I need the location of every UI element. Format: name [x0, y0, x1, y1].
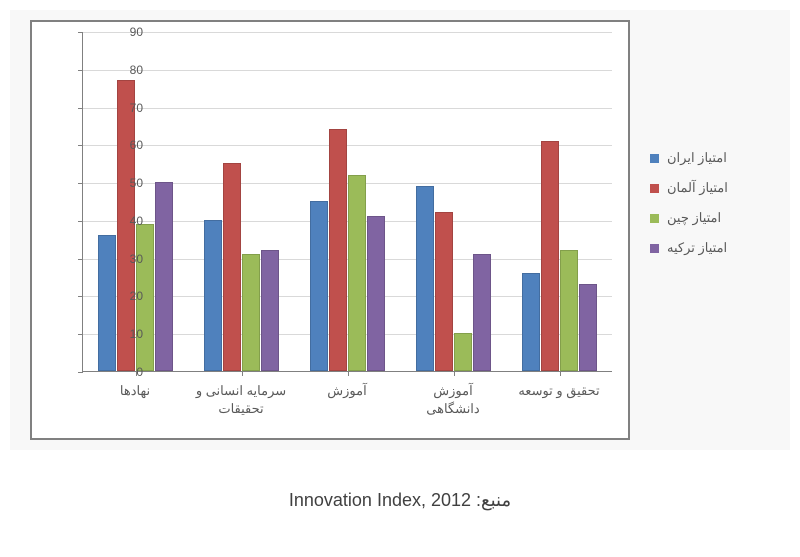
legend-label: امتیاز آلمان [667, 180, 728, 196]
bar [560, 250, 578, 371]
bar [579, 284, 597, 371]
bar [435, 212, 453, 371]
legend-item: امتیاز ترکیه [650, 240, 790, 256]
y-tick-label: 70 [103, 101, 143, 115]
legend-label: امتیاز ایران [667, 150, 727, 166]
bar [155, 182, 173, 371]
y-tick-label: 90 [103, 25, 143, 39]
legend-swatch [650, 214, 659, 223]
x-tick-mark [348, 371, 349, 376]
y-tick-label: 30 [103, 252, 143, 266]
bar [454, 333, 472, 371]
y-tick-mark [78, 372, 83, 373]
bar [473, 254, 491, 371]
y-tick-mark [78, 70, 83, 71]
bar [261, 250, 279, 371]
x-tick-mark [560, 371, 561, 376]
y-tick-mark [78, 183, 83, 184]
legend-item: امتیاز ایران [650, 150, 790, 166]
bar [348, 175, 366, 371]
y-tick-label: 40 [103, 214, 143, 228]
y-tick-label: 50 [103, 176, 143, 190]
bar [223, 163, 241, 371]
bar [242, 254, 260, 371]
legend-label: امتیاز ترکیه [667, 240, 727, 256]
legend: امتیاز ایران امتیاز آلمان امتیاز چین امتیاز… [650, 150, 790, 270]
x-axis-label: آموزش [294, 382, 400, 400]
gridline [83, 145, 612, 146]
legend-swatch [650, 154, 659, 163]
y-tick-label: 10 [103, 327, 143, 341]
y-tick-mark [78, 221, 83, 222]
y-tick-label: 0 [103, 365, 143, 379]
legend-label: امتیاز چین [667, 210, 721, 226]
y-tick-mark [78, 334, 83, 335]
legend-swatch [650, 244, 659, 253]
bar [541, 141, 559, 371]
chart-container: نهادهاسرمایه انسانی و تحقیقاتآموزشآموزش … [10, 10, 790, 450]
bar [329, 129, 347, 371]
bar [310, 201, 328, 371]
bar [522, 273, 540, 371]
source-caption: منبع: Innovation Index, 2012 [0, 490, 800, 511]
y-tick-mark [78, 145, 83, 146]
gridline [83, 32, 612, 33]
x-tick-mark [242, 371, 243, 376]
x-axis-label: نهادها [82, 382, 188, 400]
y-tick-mark [78, 108, 83, 109]
bar [416, 186, 434, 371]
plot-area [82, 32, 612, 372]
bar [367, 216, 385, 371]
y-tick-mark [78, 259, 83, 260]
x-axis-label: آموزش دانشگاهی [400, 382, 506, 418]
y-tick-mark [78, 32, 83, 33]
chart-frame: نهادهاسرمایه انسانی و تحقیقاتآموزشآموزش … [30, 20, 630, 440]
y-tick-label: 80 [103, 63, 143, 77]
y-tick-label: 20 [103, 289, 143, 303]
x-axis-label: تحقیق و توسعه [506, 382, 612, 400]
y-tick-mark [78, 296, 83, 297]
legend-item: امتیاز آلمان [650, 180, 790, 196]
x-axis-label: سرمایه انسانی و تحقیقات [188, 382, 294, 418]
legend-swatch [650, 184, 659, 193]
bar [204, 220, 222, 371]
legend-item: امتیاز چین [650, 210, 790, 226]
gridline [83, 108, 612, 109]
gridline [83, 70, 612, 71]
y-tick-label: 60 [103, 138, 143, 152]
x-tick-mark [454, 371, 455, 376]
